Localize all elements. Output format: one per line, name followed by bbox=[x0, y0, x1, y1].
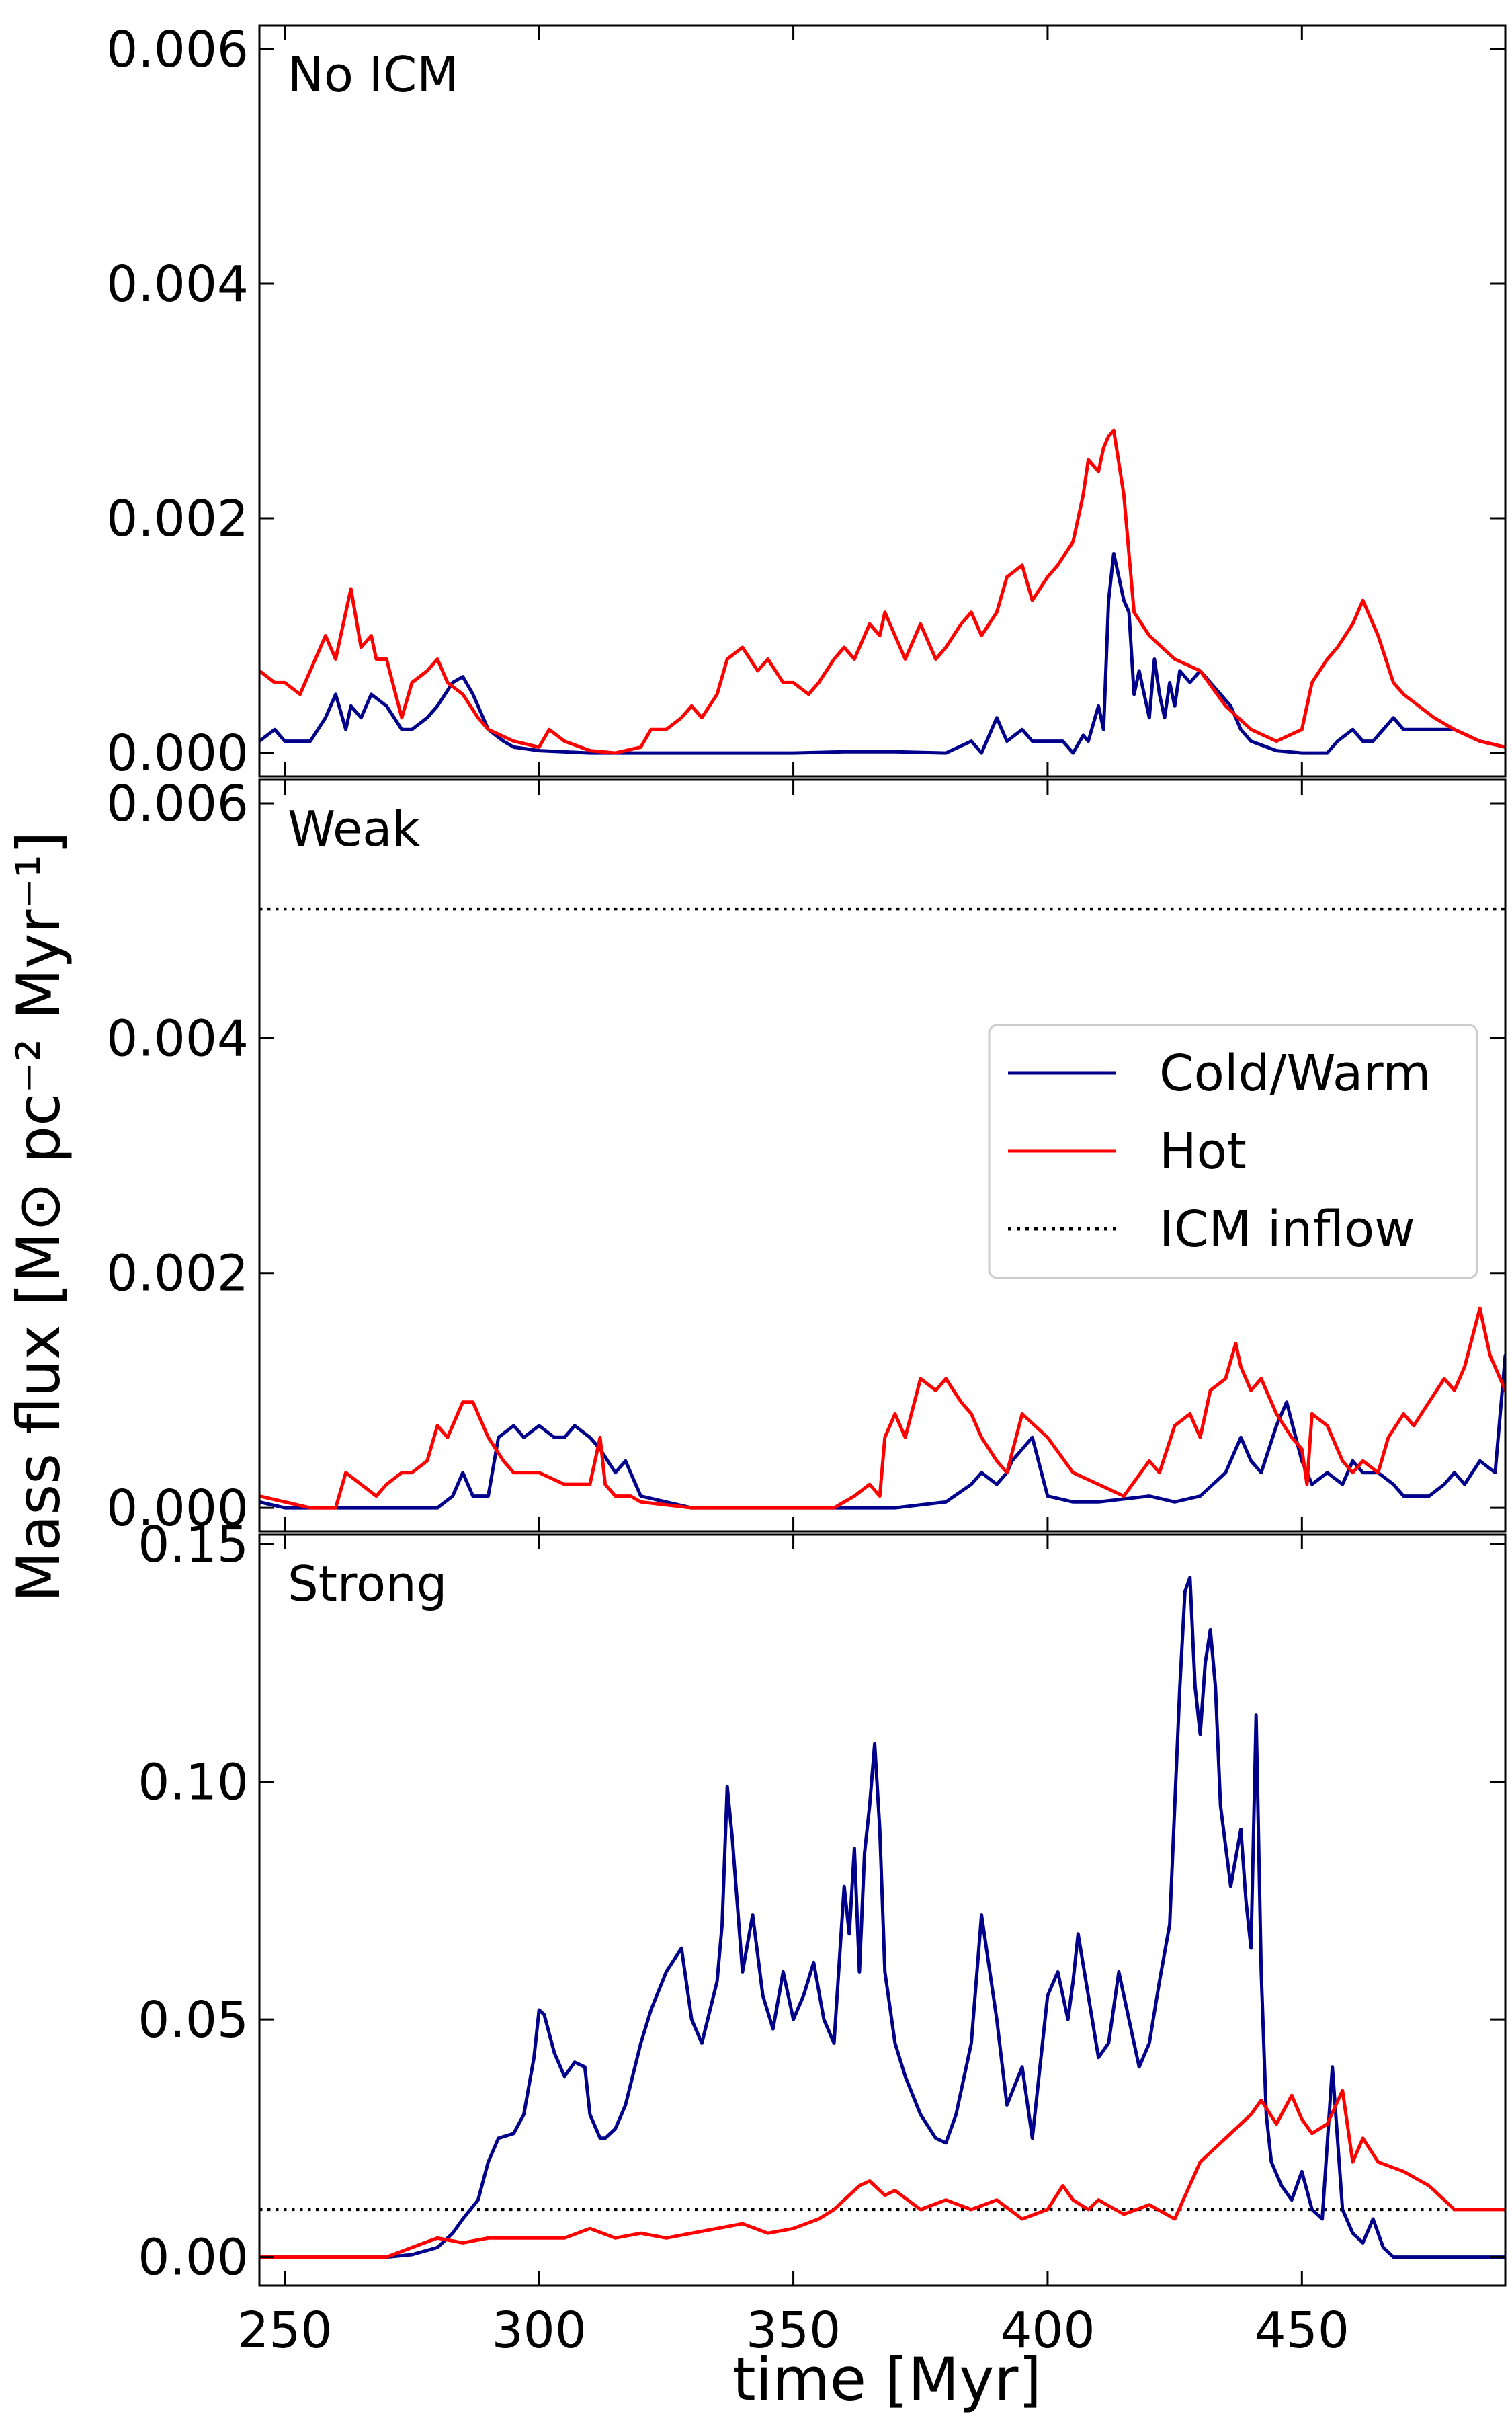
legend-label-icm-inflow: ICM inflow bbox=[1159, 1201, 1415, 1258]
series-line-hot bbox=[259, 428, 1505, 755]
panel-title: No ICM bbox=[288, 46, 458, 103]
ticks-layer: 250 300 350 400 450 0.00 0.05 0.10 0.15 bbox=[138, 1516, 1505, 2360]
panel-frame bbox=[258, 1533, 1507, 2287]
y-tick-label: 0.006 bbox=[106, 775, 249, 833]
y-tick-label: 0.004 bbox=[106, 255, 249, 313]
series-layer bbox=[259, 1576, 1505, 2259]
y-tick-label: 0.006 bbox=[106, 21, 249, 79]
x-tick-label: 300 bbox=[492, 2302, 587, 2360]
panel-no-icm: 0.000 0.002 0.004 0.006 No ICM bbox=[106, 21, 1507, 782]
y-tick-label: 0.05 bbox=[138, 1991, 249, 2049]
y-tick-label: 0.15 bbox=[138, 1516, 249, 1574]
y-tick-label: 0.000 bbox=[106, 1480, 249, 1537]
ticks-layer: 0.000 0.002 0.004 0.006 bbox=[106, 775, 1505, 1537]
legend-box bbox=[988, 1024, 1478, 1279]
y-tick-label: 0.002 bbox=[106, 490, 249, 548]
legend-label-hot: Hot bbox=[1159, 1123, 1247, 1180]
x-tick-label: 350 bbox=[746, 2302, 841, 2360]
series-layer bbox=[259, 907, 1505, 1510]
y-tick-label: 0.004 bbox=[106, 1010, 249, 1067]
series-layer bbox=[259, 428, 1505, 755]
series-line-hot bbox=[259, 1306, 1505, 1510]
series-line-cold-warm bbox=[259, 1576, 1505, 2259]
panel-weak: 0.000 0.002 0.004 0.006 Weak bbox=[106, 775, 1507, 1537]
series-line-cold-warm bbox=[259, 1353, 1505, 1510]
y-axis-title: Mass flux [M⊙ pc⁻² Myr⁻¹] bbox=[4, 832, 73, 1603]
x-tick-label: 450 bbox=[1255, 2302, 1349, 2360]
panel-strong: 250 300 350 400 450 0.00 0.05 0.10 0.15 Strong bbox=[138, 1516, 1507, 2360]
y-tick-label: 0.000 bbox=[106, 725, 249, 782]
series-line-cold-warm bbox=[259, 551, 1505, 755]
series-line-hot bbox=[259, 2089, 1505, 2259]
panel-frame bbox=[258, 778, 1507, 1533]
y-tick-label: 0.00 bbox=[138, 2229, 249, 2287]
y-tick-label: 0.002 bbox=[106, 1245, 249, 1303]
ticks-layer: 0.000 0.002 0.004 0.006 bbox=[106, 21, 1505, 782]
panel-frame bbox=[258, 24, 1507, 778]
x-axis-title: time [Myr] bbox=[732, 2345, 1042, 2414]
x-tick-label: 250 bbox=[237, 2302, 332, 2360]
y-tick-label: 0.10 bbox=[138, 1754, 249, 1812]
legend: Cold/Warm Hot ICM inflow bbox=[988, 1024, 1478, 1279]
legend-label-cold-warm: Cold/Warm bbox=[1159, 1045, 1431, 1102]
panel-title: Strong bbox=[288, 1556, 447, 1612]
panel-title: Weak bbox=[288, 801, 420, 857]
x-tick-label: 400 bbox=[1000, 2302, 1095, 2360]
